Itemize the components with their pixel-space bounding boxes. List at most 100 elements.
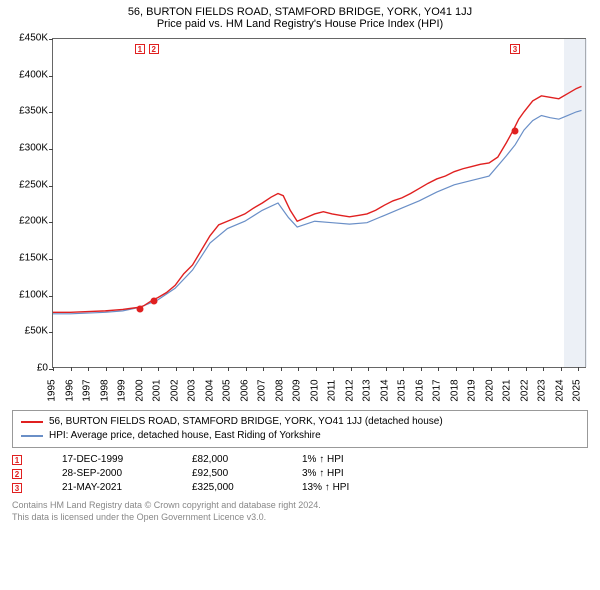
x-tick-label: 2013	[362, 376, 373, 406]
event-pct: 1% ↑ HPI	[302, 454, 382, 465]
x-tick-label: 2003	[187, 376, 198, 406]
event-dot	[150, 298, 157, 305]
x-tick-mark	[123, 367, 124, 371]
x-tick-mark	[543, 367, 544, 371]
series-line	[53, 86, 582, 312]
event-price: £82,000	[192, 454, 262, 465]
event-marker-2: 2	[149, 44, 159, 54]
x-tick-label: 2017	[432, 376, 443, 406]
x-tick-mark	[561, 367, 562, 371]
x-tick-label: 2004	[204, 376, 215, 406]
event-number-box: 2	[12, 469, 22, 479]
footer-attribution: Contains HM Land Registry data © Crown c…	[12, 499, 588, 523]
x-tick-mark	[298, 367, 299, 371]
series-line	[53, 110, 582, 313]
x-tick-mark	[438, 367, 439, 371]
y-tick-mark	[49, 39, 53, 40]
x-tick-mark	[526, 367, 527, 371]
x-tick-label: 1996	[64, 376, 75, 406]
legend-row: HPI: Average price, detached house, East…	[21, 429, 579, 443]
event-pct: 3% ↑ HPI	[302, 468, 382, 479]
x-tick-label: 2006	[239, 376, 250, 406]
event-date: 28-SEP-2000	[62, 468, 152, 479]
x-tick-mark	[158, 367, 159, 371]
x-tick-label: 2016	[414, 376, 425, 406]
y-tick-mark	[49, 112, 53, 113]
x-tick-label: 2000	[134, 376, 145, 406]
chart-title-line2: Price paid vs. HM Land Registry's House …	[12, 18, 588, 30]
x-tick-label: 2005	[222, 376, 233, 406]
y-tick-mark	[49, 259, 53, 260]
event-marker-1: 1	[135, 44, 145, 54]
y-tick-label: £300K	[12, 143, 48, 154]
x-tick-label: 1998	[99, 376, 110, 406]
x-tick-label: 2020	[484, 376, 495, 406]
x-tick-label: 2014	[379, 376, 390, 406]
x-tick-label: 2021	[502, 376, 513, 406]
y-tick-label: £0	[12, 363, 48, 374]
x-tick-label: 2007	[257, 376, 268, 406]
y-tick-label: £350K	[12, 106, 48, 117]
x-tick-label: 2015	[397, 376, 408, 406]
event-price: £92,500	[192, 468, 262, 479]
x-tick-label: 1999	[117, 376, 128, 406]
x-tick-label: 2010	[309, 376, 320, 406]
events-table: 117-DEC-1999£82,0001% ↑ HPI228-SEP-2000£…	[12, 454, 588, 493]
x-tick-mark	[456, 367, 457, 371]
legend-box: 56, BURTON FIELDS ROAD, STAMFORD BRIDGE,…	[12, 410, 588, 448]
y-tick-label: £400K	[12, 69, 48, 80]
x-tick-mark	[386, 367, 387, 371]
x-tick-label: 2022	[519, 376, 530, 406]
event-number-box: 3	[12, 483, 22, 493]
x-tick-mark	[88, 367, 89, 371]
x-tick-mark	[228, 367, 229, 371]
legend-swatch	[21, 435, 43, 437]
event-date: 21-MAY-2021	[62, 482, 152, 493]
x-tick-mark	[71, 367, 72, 371]
x-tick-label: 2023	[537, 376, 548, 406]
y-tick-mark	[49, 76, 53, 77]
x-tick-mark	[421, 367, 422, 371]
event-pct: 13% ↑ HPI	[302, 482, 382, 493]
chart-svg	[53, 39, 585, 367]
y-tick-label: £250K	[12, 179, 48, 190]
event-dot	[136, 305, 143, 312]
event-marker-3: 3	[510, 44, 520, 54]
x-tick-label: 2008	[274, 376, 285, 406]
plot-box: 12 3	[52, 38, 586, 368]
y-tick-mark	[49, 332, 53, 333]
y-tick-mark	[49, 186, 53, 187]
x-tick-mark	[316, 367, 317, 371]
x-tick-label: 2024	[554, 376, 565, 406]
x-tick-mark	[403, 367, 404, 371]
x-tick-label: 2011	[327, 376, 338, 406]
x-tick-mark	[368, 367, 369, 371]
x-tick-mark	[246, 367, 247, 371]
x-tick-mark	[211, 367, 212, 371]
x-tick-label: 2018	[449, 376, 460, 406]
x-tick-label: 1997	[82, 376, 93, 406]
event-row: 117-DEC-1999£82,0001% ↑ HPI	[12, 454, 588, 465]
x-tick-mark	[351, 367, 352, 371]
y-tick-label: £450K	[12, 33, 48, 44]
event-price: £325,000	[192, 482, 262, 493]
y-tick-label: £200K	[12, 216, 48, 227]
chart-area: 123 £0£50K£100K£150K£200K£250K£300K£350K…	[12, 36, 588, 406]
y-tick-label: £150K	[12, 253, 48, 264]
x-tick-mark	[333, 367, 334, 371]
x-tick-label: 2001	[152, 376, 163, 406]
x-tick-label: 1995	[47, 376, 58, 406]
footer-line2: This data is licensed under the Open Gov…	[12, 511, 588, 523]
x-tick-label: 2019	[467, 376, 478, 406]
y-tick-label: £100K	[12, 289, 48, 300]
x-tick-mark	[281, 367, 282, 371]
legend-swatch	[21, 421, 43, 423]
chart-container: 56, BURTON FIELDS ROAD, STAMFORD BRIDGE,…	[0, 0, 600, 590]
event-date: 17-DEC-1999	[62, 454, 152, 465]
legend-label: HPI: Average price, detached house, East…	[49, 429, 321, 443]
footer-line1: Contains HM Land Registry data © Crown c…	[12, 499, 588, 511]
x-tick-mark	[491, 367, 492, 371]
x-tick-mark	[53, 367, 54, 371]
x-tick-mark	[578, 367, 579, 371]
x-tick-mark	[263, 367, 264, 371]
